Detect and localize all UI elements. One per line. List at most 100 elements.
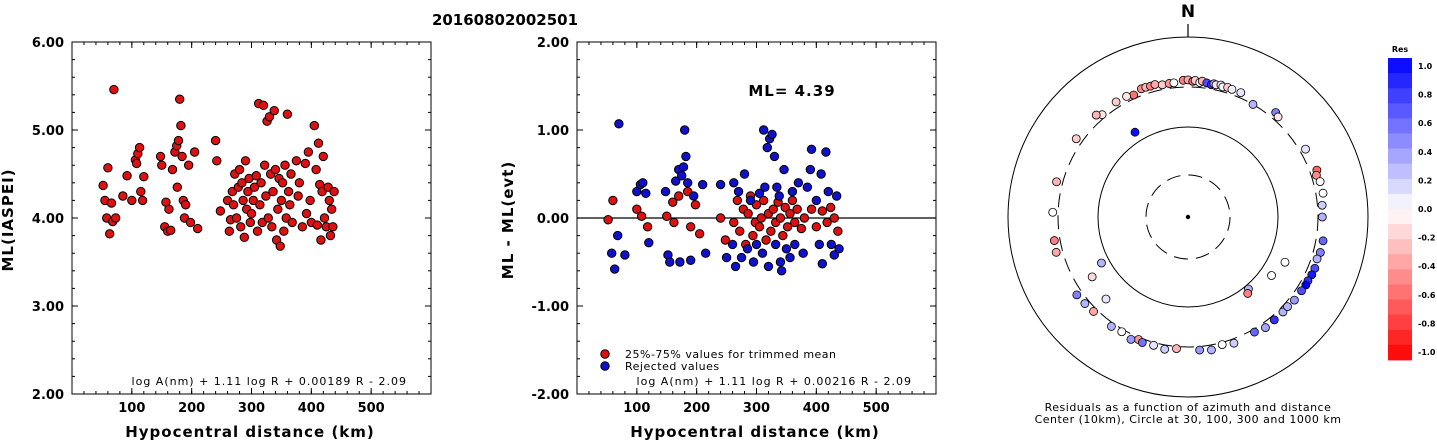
colorbar-cell bbox=[1388, 224, 1412, 240]
data-point bbox=[636, 211, 647, 221]
data-point bbox=[833, 226, 843, 236]
colorbar-label: 0.6 bbox=[1418, 119, 1433, 128]
colorbar-cell bbox=[1388, 209, 1412, 225]
station-point bbox=[1207, 345, 1216, 355]
data-point bbox=[799, 213, 810, 223]
data-point bbox=[806, 204, 817, 214]
data-point bbox=[173, 135, 184, 146]
data-point bbox=[251, 171, 261, 181]
data-point bbox=[311, 164, 321, 175]
colorbar-label: 0.0 bbox=[1418, 205, 1433, 214]
station-point bbox=[1227, 84, 1237, 94]
data-point bbox=[685, 255, 696, 265]
station-point bbox=[1071, 134, 1081, 144]
data-point bbox=[276, 195, 287, 206]
epicenter-marker bbox=[1185, 214, 1191, 220]
data-point bbox=[268, 186, 278, 197]
data-point bbox=[305, 195, 315, 206]
colorbar-cell bbox=[1388, 58, 1412, 74]
data-points-middle bbox=[603, 119, 844, 276]
station-point bbox=[1149, 340, 1159, 350]
station-point bbox=[1117, 327, 1127, 337]
middle-xtick-label: 500 bbox=[863, 401, 890, 416]
residual-panel-middle: -2.00 -1.00 0.00 1.00 2.00 100 200 300 400 500 M… bbox=[499, 36, 937, 441]
data-point bbox=[782, 222, 793, 232]
legend-marker-rejected bbox=[600, 361, 610, 371]
data-point bbox=[802, 182, 813, 192]
data-point bbox=[715, 179, 726, 190]
data-point bbox=[324, 195, 334, 206]
data-point bbox=[776, 266, 787, 276]
colorbar-cell bbox=[1388, 163, 1412, 180]
data-point bbox=[183, 160, 194, 170]
data-point bbox=[261, 191, 271, 201]
data-point bbox=[735, 226, 745, 236]
station-point bbox=[1130, 127, 1140, 137]
data-point bbox=[662, 211, 672, 221]
data-point bbox=[258, 100, 269, 111]
data-point bbox=[103, 163, 113, 173]
data-point bbox=[763, 261, 774, 272]
data-point bbox=[781, 244, 792, 254]
left-ytick-label: 6.00 bbox=[32, 36, 64, 51]
colorbar-cell bbox=[1388, 118, 1412, 134]
station-point bbox=[1126, 334, 1136, 344]
y-axis-left: 2.00 3.00 4.00 5.00 6.00 bbox=[32, 36, 431, 403]
data-point bbox=[675, 257, 685, 267]
middle-xtick-label: 200 bbox=[683, 401, 710, 416]
station-point bbox=[1195, 345, 1205, 355]
data-point bbox=[329, 186, 339, 197]
data-point bbox=[743, 208, 753, 219]
x-axis-label-left: Hypocentral distance (km) bbox=[125, 423, 375, 441]
legend-middle: 25%-75% values for trimmed mean Rejected… bbox=[600, 348, 836, 373]
station-point bbox=[1091, 110, 1101, 120]
data-point bbox=[715, 213, 726, 223]
colorbar-label: 1.0 bbox=[1418, 62, 1433, 71]
data-point bbox=[774, 191, 784, 201]
station-point bbox=[1072, 290, 1082, 300]
data-point bbox=[264, 112, 275, 122]
data-point bbox=[775, 257, 786, 267]
data-point bbox=[757, 248, 768, 258]
data-point bbox=[829, 250, 839, 260]
data-point bbox=[259, 160, 270, 170]
data-point bbox=[762, 142, 772, 153]
x-axis-label-middle: Hypocentral distance (km) bbox=[630, 423, 880, 441]
data-point bbox=[834, 244, 844, 254]
left-ytick-label: 2.00 bbox=[32, 388, 64, 403]
station-point bbox=[1261, 323, 1270, 332]
x-axis-left: 100 200 300 400 500 bbox=[71, 42, 432, 416]
colorbar-cell bbox=[1388, 314, 1412, 331]
station-point bbox=[1097, 258, 1106, 268]
data-point bbox=[730, 261, 741, 272]
colorbar-label: 0.2 bbox=[1418, 176, 1432, 185]
data-point bbox=[817, 259, 828, 269]
data-point bbox=[172, 182, 183, 192]
colorbar-title: Res bbox=[1392, 45, 1409, 54]
data-point bbox=[721, 252, 732, 263]
data-point bbox=[294, 178, 305, 188]
station-point bbox=[1312, 254, 1322, 264]
middle-ytick-label: -1.00 bbox=[532, 300, 569, 315]
colorbar-cell bbox=[1388, 133, 1412, 149]
data-point bbox=[293, 191, 303, 201]
colorbar-label: -0.8 bbox=[1418, 319, 1436, 328]
station-point bbox=[1297, 286, 1306, 296]
station-point bbox=[1169, 78, 1179, 88]
residual-panel-left: 2.00 3.00 4.00 5.00 6.00 100 200 300 400 500 ML(… bbox=[0, 36, 432, 441]
data-point bbox=[754, 222, 765, 232]
figure-title: 20160802002501 bbox=[432, 11, 578, 29]
data-point bbox=[632, 204, 642, 214]
data-point bbox=[231, 213, 242, 223]
data-point bbox=[680, 125, 690, 135]
colorbar-label: -0.2 bbox=[1418, 234, 1436, 243]
data-point bbox=[798, 248, 808, 258]
data-point bbox=[729, 178, 739, 188]
data-point bbox=[291, 156, 302, 166]
data-point bbox=[638, 178, 648, 188]
data-point bbox=[668, 197, 678, 207]
data-point bbox=[110, 213, 121, 223]
data-point bbox=[240, 156, 251, 166]
station-point bbox=[1267, 271, 1276, 280]
